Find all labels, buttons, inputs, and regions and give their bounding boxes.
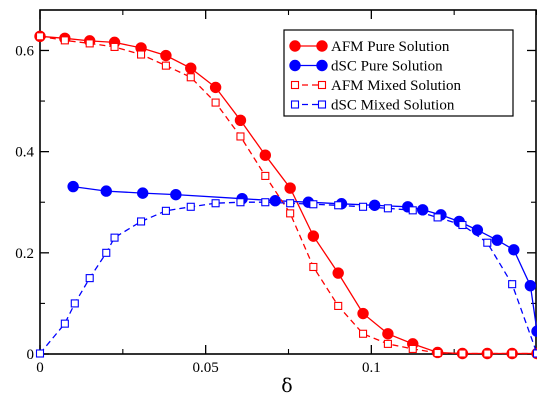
data-point-afm-mixed-solution — [309, 262, 318, 272]
data-point-afm-mixed-solution — [110, 42, 119, 51]
data-point-afm-mixed-solution — [60, 36, 69, 45]
data-point-dsc-mixed-solution — [408, 206, 417, 215]
series-line-dsc-pure-solution — [73, 185, 537, 332]
data-point-dsc-mixed-solution — [309, 200, 318, 209]
data-point-dsc-mixed-solution — [358, 202, 368, 211]
data-point-afm-mixed-solution — [85, 39, 94, 48]
series-afm-mixed-solution — [35, 32, 537, 358]
data-point-afm-mixed-solution — [161, 61, 170, 70]
series-line-afm-mixed-solution — [39, 35, 537, 355]
x-axis-title: δ — [281, 375, 292, 397]
series-line-dsc-mixed-solution — [39, 201, 537, 354]
data-point-dsc-pure-solution — [100, 185, 112, 197]
legend-label-dsc-pure-solution: dSC Pure Solution — [331, 59, 443, 75]
legend-label-afm-pure-solution: AFM Pure Solution — [331, 39, 450, 55]
data-point-dsc-mixed-solution — [110, 233, 119, 242]
data-point-afm-pure-solution — [259, 149, 272, 161]
data-point-afm-mixed-solution — [433, 348, 442, 358]
data-point-dsc-mixed-solution — [261, 198, 270, 207]
x-tick-label: 0 — [36, 360, 44, 376]
data-point-dsc-pure-solution — [170, 188, 182, 201]
legend-label-afm-mixed-solution: AFM Mixed Solution — [331, 78, 462, 94]
data-point-afm-pure-solution — [307, 230, 320, 242]
data-point-afm-pure-solution — [234, 114, 247, 126]
y-tick-label: 0.4 — [15, 145, 34, 161]
y-tick-label: 0.6 — [15, 43, 34, 59]
data-point-afm-mixed-solution — [383, 339, 392, 348]
data-point-afm-mixed-solution — [483, 349, 492, 358]
data-point-afm-mixed-solution — [358, 329, 368, 338]
data-point-dsc-pure-solution — [491, 234, 503, 246]
data-point-dsc-pure-solution — [137, 187, 149, 199]
data-point-dsc-mixed-solution — [532, 349, 537, 358]
data-point-dsc-mixed-solution — [458, 220, 467, 230]
data-point-afm-pure-solution — [357, 307, 369, 320]
legend-marker-afm-pure-solution — [316, 40, 328, 52]
data-point-afm-pure-solution — [185, 62, 197, 74]
x-tick-label: 0.05 — [193, 360, 219, 376]
legend-marker-dsc-mixed-solution — [317, 100, 327, 109]
data-point-dsc-pure-solution — [524, 280, 537, 292]
x-tick-label: 0.1 — [362, 360, 381, 376]
data-point-dsc-mixed-solution — [186, 202, 195, 211]
data-point-afm-mixed-solution — [186, 73, 195, 82]
data-point-afm-mixed-solution — [508, 349, 517, 358]
data-point-dsc-mixed-solution — [137, 217, 146, 226]
data-point-dsc-mixed-solution — [60, 319, 69, 328]
legend-marker-afm-pure-solution — [289, 40, 301, 52]
data-point-dsc-mixed-solution — [161, 206, 170, 215]
legend: AFM Pure Solution dSC Pure Solution AFM Mi… — [283, 29, 514, 117]
data-point-afm-pure-solution — [209, 81, 222, 94]
tick-labels: 0 0.05 0.1 0 0.2 0.4 0.6 — [15, 43, 380, 376]
legend-marker-afm-mixed-solution — [317, 80, 327, 90]
series-layer — [34, 30, 537, 360]
data-point-afm-mixed-solution — [286, 209, 295, 218]
data-point-dsc-mixed-solution — [85, 274, 94, 283]
data-point-afm-mixed-solution — [334, 301, 343, 310]
data-point-dsc-mixed-solution — [433, 213, 442, 222]
data-point-afm-mixed-solution — [35, 32, 45, 41]
data-point-dsc-mixed-solution — [383, 204, 392, 213]
data-point-dsc-mixed-solution — [70, 299, 79, 308]
y-tick-label: 0 — [27, 347, 35, 363]
series-dsc-mixed-solution — [35, 198, 537, 358]
data-point-afm-pure-solution — [332, 267, 344, 279]
data-point-dsc-pure-solution — [269, 195, 281, 207]
data-point-dsc-pure-solution — [508, 244, 520, 256]
data-point-dsc-mixed-solution — [211, 199, 220, 208]
data-point-afm-pure-solution — [160, 49, 172, 62]
data-point-afm-mixed-solution — [211, 98, 220, 107]
legend-marker-dsc-pure-solution — [316, 59, 328, 72]
data-point-dsc-mixed-solution — [286, 199, 295, 208]
legend-marker-dsc-pure-solution — [289, 59, 301, 72]
data-point-dsc-pure-solution — [368, 199, 381, 211]
legend-marker-dsc-mixed-solution — [290, 100, 300, 109]
data-point-afm-pure-solution — [284, 182, 296, 194]
y-tick-label: 0.2 — [15, 246, 34, 262]
data-point-dsc-mixed-solution — [334, 201, 343, 210]
legend-marker-afm-mixed-solution — [290, 80, 300, 90]
data-point-dsc-mixed-solution — [35, 349, 45, 358]
data-point-afm-mixed-solution — [261, 171, 270, 180]
data-point-dsc-pure-solution — [67, 180, 79, 193]
data-point-afm-mixed-solution — [408, 344, 417, 353]
data-point-afm-mixed-solution — [137, 50, 146, 59]
data-point-afm-pure-solution — [382, 328, 394, 340]
data-point-afm-mixed-solution — [458, 349, 467, 358]
data-point-dsc-pure-solution — [531, 325, 537, 337]
data-point-dsc-mixed-solution — [102, 248, 111, 257]
data-point-dsc-mixed-solution — [236, 198, 245, 207]
data-point-dsc-mixed-solution — [508, 280, 517, 289]
legend-label-dsc-mixed-solution: dSC Mixed Solution — [331, 98, 455, 114]
data-point-afm-mixed-solution — [236, 132, 245, 141]
data-point-dsc-mixed-solution — [483, 238, 492, 247]
series-dsc-pure-solution — [67, 180, 537, 337]
